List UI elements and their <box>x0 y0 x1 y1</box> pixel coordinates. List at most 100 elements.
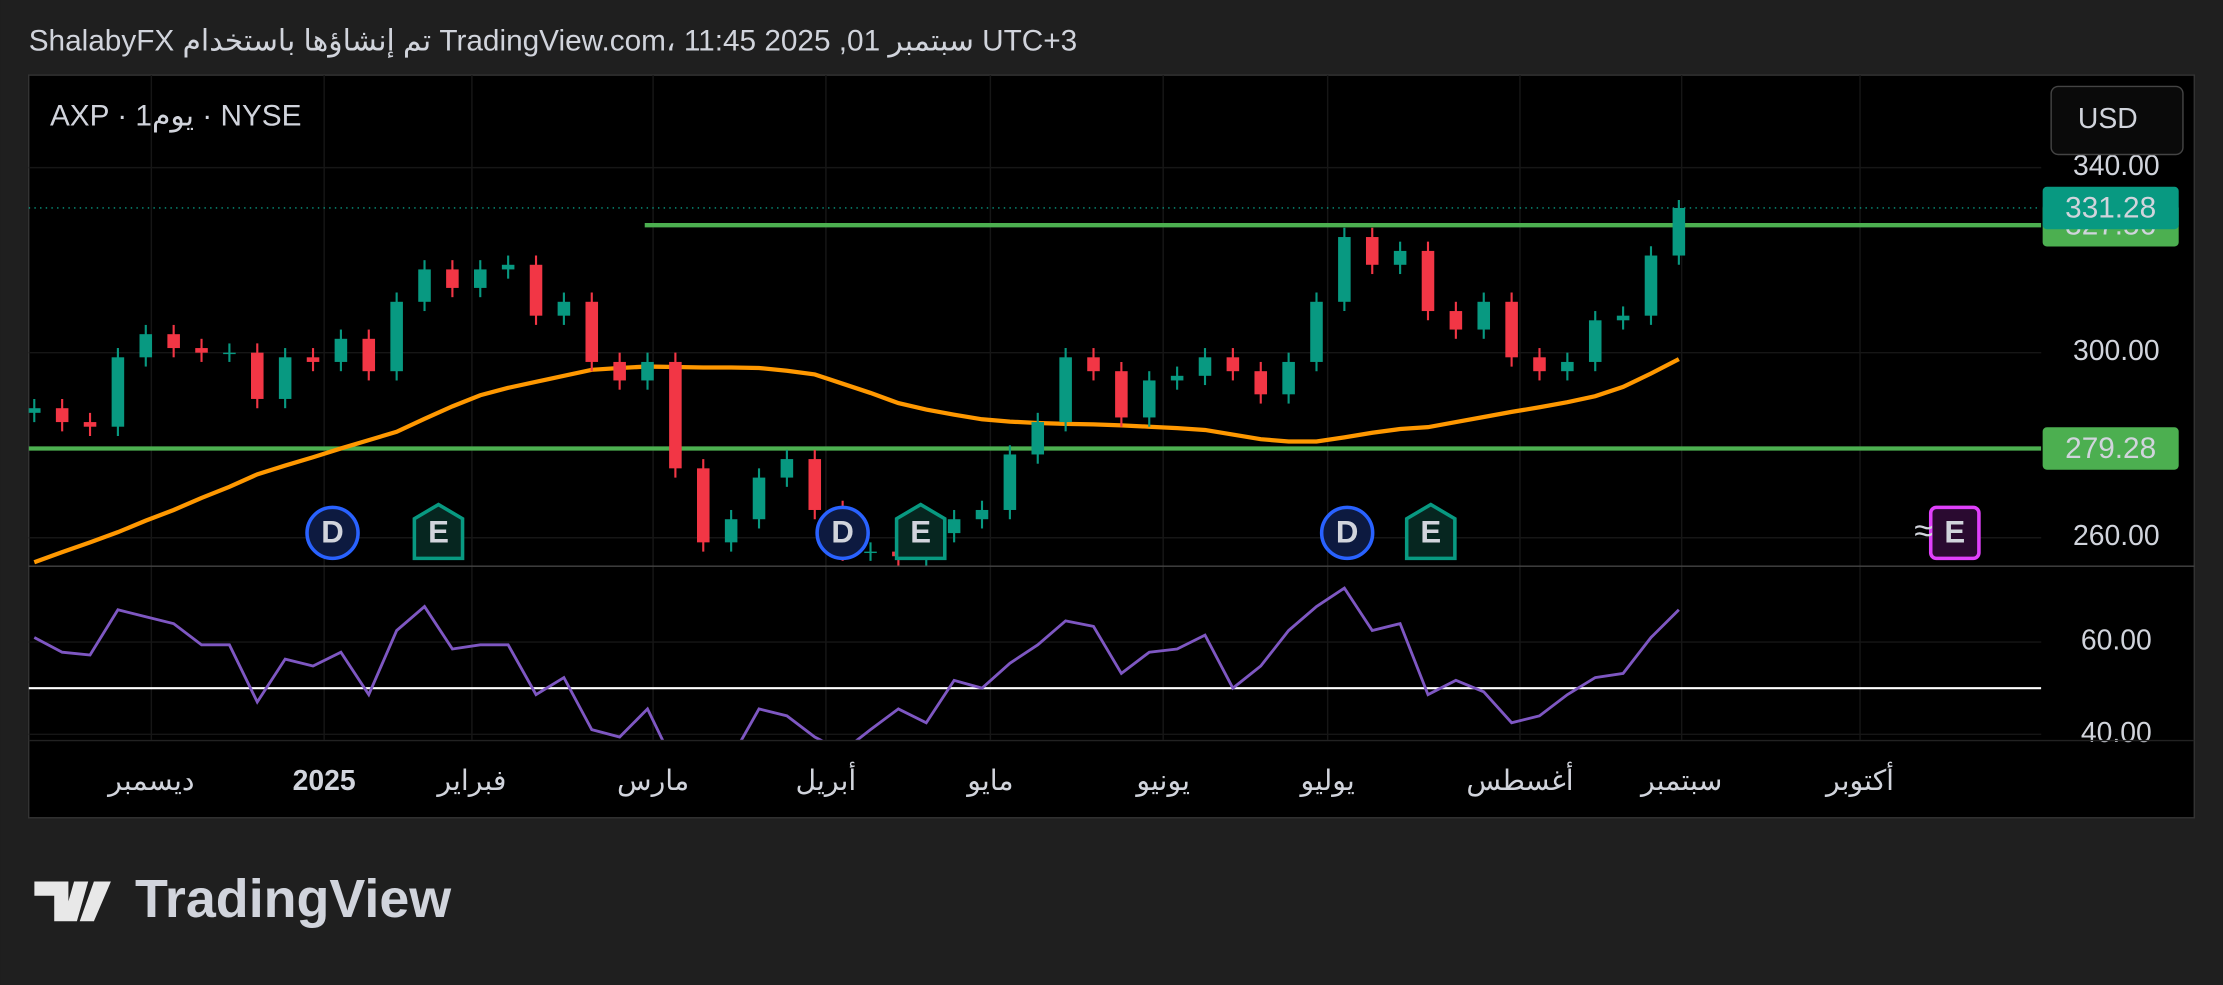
earnings-marker <box>412 502 465 561</box>
rsi-pane <box>28 586 2042 740</box>
symbol-label: AXP · 1يوم · NYSE <box>50 99 302 132</box>
header-text: ShalabyFX تم إنشاؤها باستخدام TradingVie… <box>29 24 1078 58</box>
logo-icon <box>34 881 111 922</box>
x-tick-label: سبتمبر <box>1639 765 1722 797</box>
earnings-marker <box>1404 502 1457 561</box>
candle-body <box>1672 207 1686 256</box>
candle-body <box>167 334 180 349</box>
x-tick-label: 2025 <box>293 765 356 797</box>
candle-body <box>864 551 877 554</box>
candle-body <box>1003 454 1017 510</box>
candle-body <box>1421 250 1435 312</box>
candle-body <box>1477 301 1491 330</box>
candle-body <box>1059 357 1072 423</box>
candle-body <box>278 357 292 399</box>
candle-body <box>306 357 320 362</box>
y-tick-label: 340.00 <box>2073 150 2160 182</box>
rsi-tick-label: 40.00 <box>2081 717 2152 749</box>
candle-body <box>780 459 794 478</box>
grid <box>28 75 2042 740</box>
event-label: E <box>428 515 449 550</box>
logo-text: TradingView <box>135 869 451 929</box>
candle-body <box>473 269 487 288</box>
candle-body <box>139 334 153 358</box>
candle-body <box>557 301 571 316</box>
candle-body <box>111 357 125 427</box>
x-tick-label: مارس <box>617 765 689 797</box>
rsi-tick-label: 60.00 <box>2081 625 2152 657</box>
price-label-box <box>2042 427 2179 470</box>
candle-body <box>752 477 766 520</box>
candle-body <box>724 519 738 543</box>
candle-body <box>641 361 654 381</box>
candle-body <box>1282 361 1295 395</box>
event-prefix: ≈ <box>1914 512 1933 550</box>
candle-body <box>529 264 543 316</box>
candle-body <box>1338 237 1351 302</box>
price-label: 331.28 <box>2065 191 2156 224</box>
logo: TradingView <box>34 869 451 929</box>
x-tick-label: أكتوبر <box>1824 761 1894 797</box>
candle-body <box>1031 422 1045 455</box>
candle-body <box>55 408 69 423</box>
candle-body <box>334 338 348 362</box>
candle-body <box>195 348 208 353</box>
candle-body <box>1588 320 1602 362</box>
candle-body <box>808 459 822 510</box>
y-tick-label: 260.00 <box>2073 520 2160 552</box>
x-tick-label: أبريل <box>796 761 857 797</box>
price-label: 279.28 <box>2065 432 2156 465</box>
event-label: E <box>1944 515 1965 550</box>
candle-body <box>1644 255 1658 316</box>
candle-body <box>1254 371 1268 395</box>
candle-body <box>669 361 682 469</box>
candle-body <box>223 352 236 355</box>
candle-body <box>83 422 97 427</box>
candle-body <box>1365 237 1379 265</box>
candle-body <box>1533 357 1546 372</box>
candle-body <box>446 269 459 288</box>
currency-label[interactable]: USD <box>2078 103 2138 135</box>
price-pane: D E D E D E ≈ E <box>28 200 2042 566</box>
candle-body <box>1449 311 1463 330</box>
axes: ديسمبر 2025 فبراير مارس أبريل مايو يونيو يوليو أ… <box>106 150 2179 797</box>
x-tick-label: فبراير <box>435 765 506 797</box>
candle-body <box>1115 371 1128 418</box>
earnings-marker <box>1928 505 1981 561</box>
candle-body <box>696 468 710 543</box>
candle-body <box>1393 250 1407 265</box>
y-tick-label: 300.00 <box>2073 335 2160 367</box>
event-label: D <box>1336 515 1359 550</box>
candle-body <box>1087 357 1100 372</box>
candle-body <box>1561 361 1574 372</box>
moving-average <box>33 357 1680 565</box>
x-tick-label: ديسمبر <box>106 765 194 797</box>
candle-body <box>1170 375 1184 381</box>
candle-body <box>1505 301 1518 358</box>
candle-body <box>1198 357 1212 376</box>
price-label-box <box>2042 186 2179 230</box>
candle-body <box>975 509 989 520</box>
candle-body <box>390 301 403 372</box>
candle-body <box>251 352 264 399</box>
rsi-line <box>33 586 1680 740</box>
event-label: E <box>910 515 931 550</box>
candle-body <box>418 269 431 302</box>
candle-body <box>1226 357 1240 372</box>
candle-body <box>362 338 376 372</box>
candle-body <box>501 264 515 270</box>
candle-body <box>947 519 961 534</box>
candle-body <box>1142 380 1156 418</box>
candle-body <box>613 361 626 381</box>
candle-body <box>1616 315 1630 321</box>
x-tick-label: أغسطس <box>1466 761 1573 797</box>
dividend-marker <box>815 505 870 561</box>
earnings-marker <box>894 502 947 561</box>
candle-body <box>28 408 41 413</box>
event-label: E <box>1420 515 1441 550</box>
x-tick-label: مايو <box>965 765 1013 797</box>
x-tick-label: يونيو <box>1134 765 1190 797</box>
currency-button[interactable] <box>2050 85 2184 156</box>
x-tick-label: يوليو <box>1298 765 1354 797</box>
event-label: D <box>321 515 344 550</box>
